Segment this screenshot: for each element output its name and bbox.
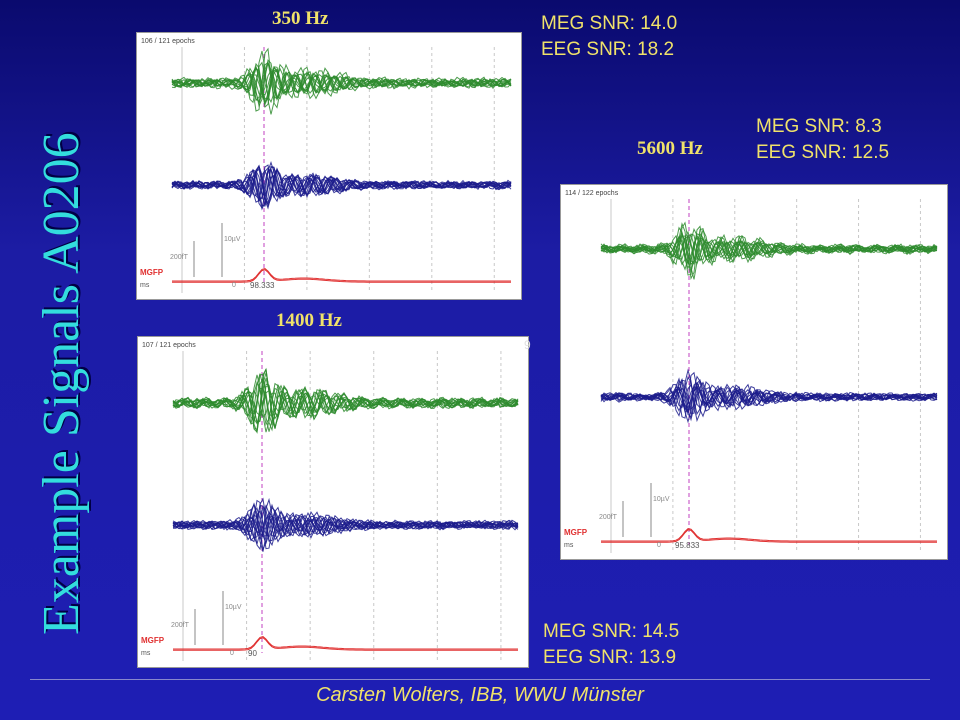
signal-plot-1: 106 / 121 epochs 200fT 10µV MGFP ms 0 98.333	[140, 38, 512, 293]
meg-trace	[600, 230, 938, 265]
zero-label: 0	[657, 542, 661, 549]
mgfp-trace	[601, 529, 937, 543]
epochs-label: 107 / 121 epochs	[142, 342, 196, 349]
mgfp-trace	[172, 268, 511, 282]
ms-label: ms	[140, 282, 150, 289]
meg-trace	[600, 237, 938, 265]
panel-3-snr: MEG SNR: 8.3 EEG SNR: 12.5	[756, 114, 889, 166]
panel-1-meg-snr: MEG SNR: 14.0	[541, 13, 678, 34]
slide-title: Example Signals A0206	[33, 132, 90, 635]
eeg-trace	[171, 165, 512, 211]
eeg-trace	[171, 168, 512, 200]
epochs-label: 114 / 122 epochs	[565, 190, 619, 197]
signal-panel-5600hz: 114 / 122 epochs 200fT 10µV MGFP ms 0 95.833	[560, 184, 948, 560]
panel-1-frequency: 350 Hz	[272, 8, 329, 29]
eeg-trace	[171, 168, 512, 203]
eeg-trace	[172, 514, 519, 537]
mgfp-trace	[601, 528, 937, 542]
signal-plot-2: 107 / 121 epochs 200fT 10µV MGFP ms 0 90	[141, 342, 519, 661]
panel-2-eeg-snr: EEG SNR: 13.9	[543, 647, 677, 668]
ms-label: ms	[564, 542, 574, 549]
uv-scale-label: 10µV	[224, 236, 241, 243]
ft-scale-label: 200fT	[171, 622, 190, 629]
epochs-label: 106 / 121 epochs	[141, 38, 195, 45]
eeg-trace	[172, 502, 519, 551]
panel-3-frequency: 5600 Hz	[637, 138, 703, 159]
ft-scale-label: 200fT	[599, 514, 618, 521]
panel-3-eeg-snr: EEG SNR: 12.5	[756, 142, 890, 163]
meg-trace	[171, 59, 512, 108]
latency-label: 90	[248, 649, 257, 658]
mgfp-label: MGFP	[564, 528, 588, 537]
ms-label: ms	[141, 650, 151, 657]
meg-trace	[171, 60, 512, 103]
uv-scale-label: 10µV	[653, 496, 670, 503]
panel-3-meg-snr: MEG SNR: 8.3	[756, 116, 882, 137]
mgfp-trace	[172, 269, 511, 283]
mgfp-trace	[173, 637, 518, 651]
panel-2-frequency: 1400 Hz	[276, 310, 342, 331]
meg-trace	[171, 61, 512, 104]
eeg-trace	[172, 497, 519, 551]
latency-label: 95.833	[675, 541, 700, 550]
meg-trace	[171, 61, 512, 102]
latency-label: 98.333	[250, 281, 275, 290]
zero-label: 0	[230, 650, 234, 657]
meg-trace	[172, 385, 519, 423]
eeg-trace	[600, 384, 938, 409]
signal-plot-3: 114 / 122 epochs 200fT 10µV MGFP ms 0 95.833	[564, 190, 938, 553]
uv-scale-label: 10µV	[225, 604, 242, 611]
mgfp-label: MGFP	[140, 268, 164, 277]
panel-2-snr: MEG SNR: 14.5 EEG SNR: 13.9	[543, 619, 679, 671]
mgfp-label: MGFP	[141, 636, 165, 645]
eeg-trace	[600, 378, 938, 418]
panel-2-meg-snr: MEG SNR: 14.5	[543, 621, 680, 642]
panel-1-eeg-snr: EEG SNR: 18.2	[541, 39, 675, 60]
footer-divider	[30, 679, 930, 680]
mgfp-trace	[173, 636, 518, 650]
signal-panel-1400hz: 107 / 121 epochs 200fT 10µV MGFP ms 0 90	[137, 336, 529, 668]
signal-panel-350hz: 106 / 121 epochs 200fT 10µV MGFP ms 0 98.333	[136, 32, 522, 300]
footer-credit: Carsten Wolters, IBB, WWU Münster	[316, 684, 644, 706]
zero-label: 0	[232, 282, 236, 289]
panel-2-edge-mark: 9	[524, 338, 531, 352]
panel-1-snr: MEG SNR: 14.0 EEG SNR: 18.2	[541, 11, 677, 63]
ft-scale-label: 200fT	[170, 254, 189, 261]
eeg-trace	[600, 375, 937, 416]
